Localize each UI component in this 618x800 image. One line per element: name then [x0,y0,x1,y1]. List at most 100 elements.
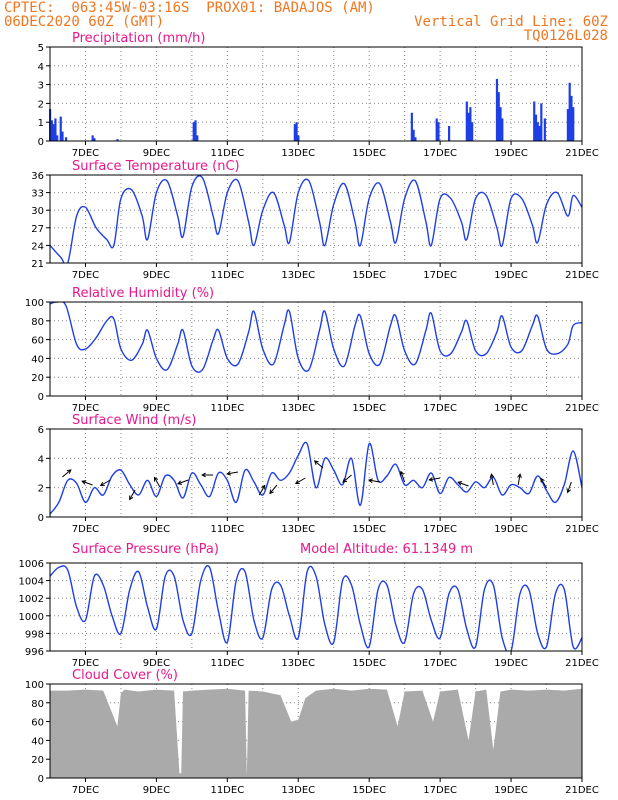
wind-arrow-head [153,476,159,482]
x-tick-label: 15DEC [352,148,386,159]
y-tick-label: 0 [38,137,44,148]
wind-arrow-head [66,469,72,474]
x-tick-label: 19DEC [494,524,528,535]
precip-bar [533,101,536,141]
precip-bar [295,122,298,141]
x-tick-label: 13DEC [281,785,315,796]
x-tick-label: 11DEC [210,524,244,535]
wind-arrow-head [489,473,495,479]
x-tick-label: 21DEC [565,658,599,669]
y-tick-label: 0 [38,774,44,785]
y-tick-label: 2 [38,99,44,110]
wind-arrow-head [540,477,545,483]
x-tick-label: 7DEC [72,403,99,414]
series-line [50,441,582,515]
x-tick-label: 7DEC [72,148,99,159]
precip-bar [471,122,474,141]
y-tick-label: 3 [38,81,44,92]
header-model-code: TQ0126L028 [523,28,608,44]
y-tick-label: 998 [25,629,44,640]
precip-bar [61,131,64,141]
precip-bar [64,137,68,141]
x-tick-label: 19DEC [494,270,528,281]
panel-frame [49,562,583,652]
wind-arrow [368,479,380,483]
x-tick-label: 9DEC [143,785,170,796]
precip-bar [194,120,197,141]
y-tick-label: 4 [38,62,44,73]
precip-bar [91,135,94,141]
x-tick-label: 21DEC [565,524,599,535]
header-date: 06DEC2020 60Z (GMT) [4,14,165,30]
x-tick-label: 19DEC [494,658,528,669]
y-tick-label: 80 [31,317,44,328]
wind-arrow [517,474,521,486]
panel-subtitle: Model Altitude: 61.1349 m [300,542,473,557]
precip-bar [297,135,300,141]
precip-bar [54,118,57,141]
wind-arrow-head [342,478,348,483]
y-tick-label: 1000 [19,612,44,623]
precip-bar [414,137,417,141]
precip-bar [499,107,502,141]
x-tick-label: 13DEC [281,524,315,535]
x-tick-label: 17DEC [423,270,457,281]
x-tick-label: 9DEC [143,524,170,535]
wind-arrow [227,471,239,475]
wind-arrow [314,460,324,469]
precip-bar [116,139,119,141]
x-tick-label: 9DEC [143,658,170,669]
precip-bar [412,129,415,141]
y-tick-label: 24 [31,241,44,252]
x-tick-label: 13DEC [281,148,315,159]
panel-title: Relative Humidity (%) [72,286,214,301]
panel-title: Surface Temperature (nC) [72,159,240,174]
wind-arrow [342,474,352,483]
y-tick-label: 21 [31,259,44,270]
wind-arrow-head [517,473,522,479]
y-tick-label: 100 [25,680,44,691]
precip-bar [50,120,53,141]
wind-arrow-head [457,481,463,486]
wind-arrow [540,478,547,489]
precip-bar [572,107,575,141]
x-tick-label: 11DEC [210,403,244,414]
panel-title: Precipitation (mm/h) [72,31,205,46]
series-line [50,565,582,651]
precip-bar [467,112,470,141]
wind-arrow [82,480,93,486]
wind-arrow-head [129,495,134,501]
x-tick-label: 17DEC [423,785,457,796]
header-location: CPTEC: 063:45W-03:16S PROX01: BADAJOS (A… [4,0,375,16]
x-tick-label: 11DEC [210,148,244,159]
precip-bar [568,82,571,141]
x-tick-label: 9DEC [143,403,170,414]
precip-bar [534,114,538,141]
x-tick-label: 9DEC [143,148,170,159]
panel-frame [49,428,583,518]
precip-bar [538,125,541,141]
y-tick-label: 60 [31,718,44,729]
wind-arrow-head [313,460,319,465]
precip-bar [501,118,504,141]
x-tick-label: 21DEC [565,403,599,414]
panel-title: Surface Pressure (hPa) [72,542,219,557]
series-line [50,302,582,373]
wind-arrow [295,477,306,484]
y-tick-label: 60 [31,336,44,347]
x-tick-label: 19DEC [494,403,528,414]
wind-arrow-head [294,479,300,485]
panel-frame [49,174,583,264]
wind-arrow [457,481,469,487]
y-tick-label: 100 [25,298,44,309]
y-tick-label: 4 [38,454,44,465]
precip-bar [56,135,59,141]
wind-arrow-head [367,478,373,483]
panel-title: Cloud Cover (%) [72,668,178,683]
x-tick-label: 19DEC [494,785,528,796]
cloud-area [50,688,582,778]
y-tick-label: 1004 [19,577,44,588]
x-tick-label: 15DEC [352,524,386,535]
wind-arrow-head [177,480,183,485]
